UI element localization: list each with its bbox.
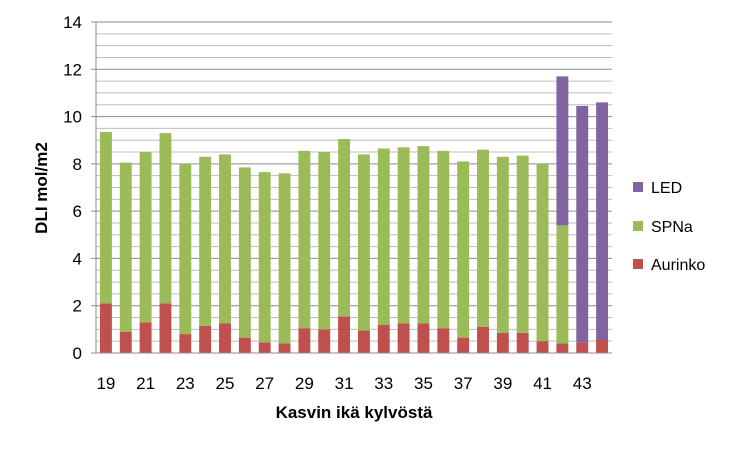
bar-segment-aurinko (417, 323, 430, 353)
bar-segment-spna (437, 150, 450, 329)
x-tick-label: 29 (295, 374, 314, 393)
y-tick-label: 10 (63, 108, 82, 127)
legend-label-led: LED (651, 180, 682, 197)
bar-segment-spna (139, 152, 152, 323)
x-tick-label: 23 (176, 374, 195, 393)
bar-segment-aurinko (556, 343, 569, 353)
bar-segment-aurinko (238, 337, 251, 353)
x-tick-label: 19 (96, 374, 115, 393)
bar-segment-spna (318, 152, 331, 330)
x-tick-label: 25 (216, 374, 235, 393)
bar-segment-aurinko (99, 303, 112, 353)
y-tick-label: 8 (73, 155, 82, 174)
x-tick-label: 35 (414, 374, 433, 393)
bar-segment-aurinko (477, 326, 489, 353)
legend-label-aurinko: Aurinko (651, 257, 705, 274)
bar-segment-spna (179, 163, 192, 335)
bar-segment-aurinko (258, 342, 271, 353)
bar-segment-spna (298, 150, 311, 329)
bars-layer (99, 76, 609, 353)
bar-segment-spna (417, 146, 430, 324)
bar-segment-spna (238, 167, 251, 338)
y-tick-label: 14 (63, 13, 82, 32)
bar-segment-spna (516, 155, 529, 333)
bar-segment-aurinko (536, 341, 549, 353)
bar-segment-aurinko (496, 332, 509, 353)
bar-segment-spna (397, 147, 410, 324)
bar-segment-spna (159, 133, 172, 304)
bar-segment-aurinko (576, 342, 589, 353)
y-tick-label: 6 (73, 202, 82, 221)
bar-segment-aurinko (298, 328, 311, 353)
y-tick-labels: 0 2 4 6 8 10 12 14 (63, 13, 82, 363)
x-tick-label: 39 (493, 374, 512, 393)
bar-segment-aurinko (338, 316, 351, 353)
x-tick-label: 43 (573, 374, 592, 393)
bar-segment-spna (219, 154, 231, 324)
bar-segment-aurinko (179, 334, 192, 353)
legend-swatch-aurinko (633, 259, 643, 269)
bar-segment-aurinko (199, 325, 212, 353)
axes (91, 21, 612, 354)
grid-lines (96, 21, 612, 342)
bar-segment-aurinko (159, 303, 172, 353)
bar-segment-aurinko (119, 331, 132, 353)
bar-segment-spna (496, 156, 509, 333)
bar-segment-spna (99, 131, 112, 304)
bar-segment-aurinko (516, 332, 529, 353)
legend-swatch-led (633, 182, 643, 192)
x-axis-title: Kasvin ikä kylvöstä (276, 403, 433, 422)
bar-segment-spna (556, 225, 569, 344)
bar-segment-spna (258, 172, 271, 343)
bar-segment-led (576, 105, 589, 343)
bar-segment-spna (477, 149, 489, 327)
legend-swatch-spna (633, 221, 643, 231)
bar-segment-aurinko (377, 324, 390, 353)
bar-segment-spna (119, 162, 132, 332)
bar-segment-spna (457, 161, 470, 338)
y-axis-title: DLI mol/m2 (32, 142, 51, 234)
bar-segment-spna (199, 156, 212, 326)
x-tick-label: 27 (255, 374, 274, 393)
bar-segment-led (556, 76, 569, 226)
bar-segment-aurinko (219, 323, 231, 353)
y-tick-label: 2 (73, 297, 82, 316)
x-tick-label: 37 (454, 374, 473, 393)
legend-label-spna: SPNa (651, 219, 693, 236)
bar-segment-aurinko (596, 339, 609, 353)
y-tick-label: 0 (73, 344, 82, 363)
bar-segment-aurinko (357, 330, 370, 353)
bar-segment-led (596, 102, 609, 340)
x-tick-label: 33 (374, 374, 393, 393)
bar-segment-aurinko (318, 329, 331, 353)
x-tick-label: 41 (533, 374, 552, 393)
bar-segment-aurinko (457, 337, 470, 353)
legend: LED SPNa Aurinko (633, 180, 705, 274)
bar-segment-spna (377, 148, 390, 325)
bar-segment-spna (357, 154, 370, 331)
bar-segment-spna (278, 173, 291, 344)
bar-segment-aurinko (278, 343, 291, 353)
y-tick-label: 4 (73, 249, 82, 268)
bar-segment-aurinko (437, 328, 450, 353)
bar-segment-spna (338, 139, 351, 317)
y-tick-label: 12 (63, 60, 82, 79)
bar-segment-aurinko (139, 322, 152, 353)
bar-segment-spna (536, 163, 549, 342)
x-tick-label: 21 (136, 374, 155, 393)
x-tick-labels: 19 21 23 25 27 29 31 33 35 37 39 41 43 (96, 374, 591, 393)
x-tick-label: 31 (335, 374, 354, 393)
bar-segment-aurinko (397, 323, 410, 353)
